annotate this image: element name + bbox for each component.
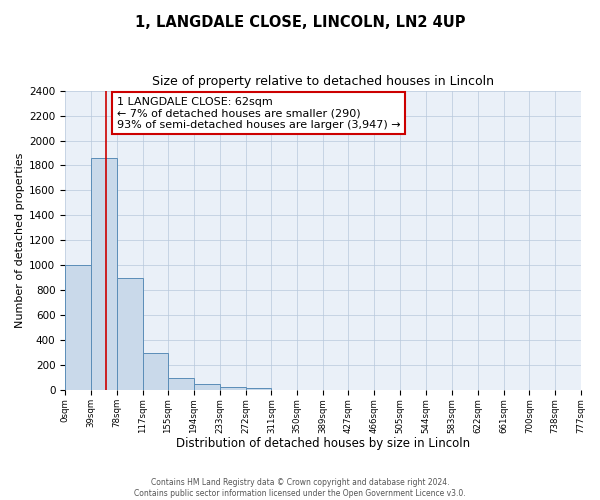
Title: Size of property relative to detached houses in Lincoln: Size of property relative to detached ho…: [152, 75, 494, 88]
Bar: [168, 378, 194, 390]
Bar: [245, 388, 271, 390]
Bar: [117, 278, 143, 390]
Text: 1, LANGDALE CLOSE, LINCOLN, LN2 4UP: 1, LANGDALE CLOSE, LINCOLN, LN2 4UP: [135, 15, 465, 30]
Bar: [143, 353, 168, 391]
X-axis label: Distribution of detached houses by size in Lincoln: Distribution of detached houses by size …: [176, 437, 470, 450]
Bar: [91, 158, 117, 390]
Bar: [65, 266, 91, 390]
Text: Contains HM Land Registry data © Crown copyright and database right 2024.
Contai: Contains HM Land Registry data © Crown c…: [134, 478, 466, 498]
Text: 1 LANGDALE CLOSE: 62sqm
← 7% of detached houses are smaller (290)
93% of semi-de: 1 LANGDALE CLOSE: 62sqm ← 7% of detached…: [117, 97, 400, 130]
Y-axis label: Number of detached properties: Number of detached properties: [15, 153, 25, 328]
Bar: [220, 387, 245, 390]
Bar: [194, 384, 220, 390]
